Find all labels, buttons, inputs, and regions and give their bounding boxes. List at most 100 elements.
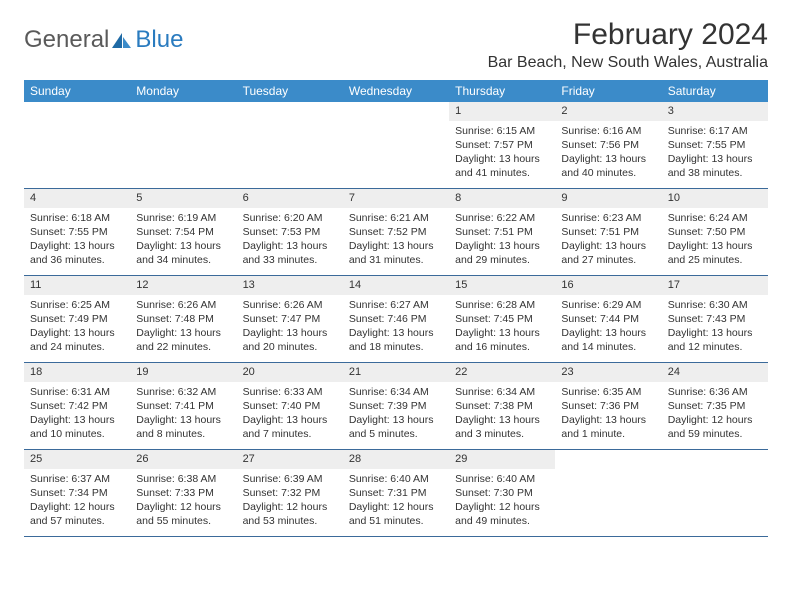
day-info-line: Sunrise: 6:17 AM: [668, 124, 762, 138]
day-body: Sunrise: 6:32 AMSunset: 7:41 PMDaylight:…: [130, 382, 236, 446]
day-cell-empty: [555, 450, 661, 536]
logo-text-blue: Blue: [135, 26, 183, 54]
day-body: Sunrise: 6:37 AMSunset: 7:34 PMDaylight:…: [24, 469, 130, 533]
day-info-line: Sunrise: 6:38 AM: [136, 472, 230, 486]
week-row: 11Sunrise: 6:25 AMSunset: 7:49 PMDayligh…: [24, 276, 768, 363]
day-info-line: Sunset: 7:57 PM: [455, 138, 549, 152]
day-info-line: Daylight: 13 hours and 5 minutes.: [349, 413, 443, 441]
day-body: Sunrise: 6:21 AMSunset: 7:52 PMDaylight:…: [343, 208, 449, 272]
day-body: Sunrise: 6:34 AMSunset: 7:39 PMDaylight:…: [343, 382, 449, 446]
day-number: [555, 450, 661, 469]
day-info-line: Sunrise: 6:18 AM: [30, 211, 124, 225]
weekday-header-cell: Friday: [555, 80, 661, 102]
day-number: 4: [24, 189, 130, 208]
weekday-header-row: SundayMondayTuesdayWednesdayThursdayFrid…: [24, 80, 768, 102]
day-info-line: Sunrise: 6:27 AM: [349, 298, 443, 312]
day-body: Sunrise: 6:28 AMSunset: 7:45 PMDaylight:…: [449, 295, 555, 359]
day-number: [662, 450, 768, 469]
day-info-line: Sunrise: 6:20 AM: [243, 211, 337, 225]
day-info-line: Daylight: 13 hours and 24 minutes.: [30, 326, 124, 354]
day-body: Sunrise: 6:35 AMSunset: 7:36 PMDaylight:…: [555, 382, 661, 446]
day-cell: 16Sunrise: 6:29 AMSunset: 7:44 PMDayligh…: [555, 276, 661, 362]
logo-text-general: General: [24, 26, 109, 54]
day-number: 13: [237, 276, 343, 295]
day-body: Sunrise: 6:34 AMSunset: 7:38 PMDaylight:…: [449, 382, 555, 446]
day-number: 14: [343, 276, 449, 295]
day-number: 8: [449, 189, 555, 208]
day-body: Sunrise: 6:29 AMSunset: 7:44 PMDaylight:…: [555, 295, 661, 359]
day-number: 15: [449, 276, 555, 295]
day-cell-empty: [237, 102, 343, 188]
day-cell: 22Sunrise: 6:34 AMSunset: 7:38 PMDayligh…: [449, 363, 555, 449]
day-info-line: Daylight: 12 hours and 51 minutes.: [349, 500, 443, 528]
day-info-line: Sunrise: 6:23 AM: [561, 211, 655, 225]
day-cell: 5Sunrise: 6:19 AMSunset: 7:54 PMDaylight…: [130, 189, 236, 275]
day-info-line: Daylight: 13 hours and 33 minutes.: [243, 239, 337, 267]
day-cell: 23Sunrise: 6:35 AMSunset: 7:36 PMDayligh…: [555, 363, 661, 449]
day-info-line: Sunset: 7:43 PM: [668, 312, 762, 326]
day-number: [24, 102, 130, 121]
day-number: 6: [237, 189, 343, 208]
day-info-line: Sunset: 7:33 PM: [136, 486, 230, 500]
day-body: Sunrise: 6:26 AMSunset: 7:47 PMDaylight:…: [237, 295, 343, 359]
day-body: Sunrise: 6:17 AMSunset: 7:55 PMDaylight:…: [662, 121, 768, 185]
day-number: 10: [662, 189, 768, 208]
day-number: 16: [555, 276, 661, 295]
day-number: [130, 102, 236, 121]
day-info-line: Sunrise: 6:22 AM: [455, 211, 549, 225]
day-cell: 7Sunrise: 6:21 AMSunset: 7:52 PMDaylight…: [343, 189, 449, 275]
day-cell: 9Sunrise: 6:23 AMSunset: 7:51 PMDaylight…: [555, 189, 661, 275]
day-info-line: Daylight: 12 hours and 57 minutes.: [30, 500, 124, 528]
day-number: 12: [130, 276, 236, 295]
day-number: 18: [24, 363, 130, 382]
day-number: 24: [662, 363, 768, 382]
day-info-line: Daylight: 13 hours and 27 minutes.: [561, 239, 655, 267]
calendar-body: 1Sunrise: 6:15 AMSunset: 7:57 PMDaylight…: [24, 102, 768, 537]
day-number: 21: [343, 363, 449, 382]
day-cell: 27Sunrise: 6:39 AMSunset: 7:32 PMDayligh…: [237, 450, 343, 536]
day-info-line: Sunrise: 6:35 AM: [561, 385, 655, 399]
day-info-line: Sunset: 7:55 PM: [30, 225, 124, 239]
day-info-line: Sunset: 7:42 PM: [30, 399, 124, 413]
day-info-line: Daylight: 13 hours and 31 minutes.: [349, 239, 443, 267]
day-body: Sunrise: 6:27 AMSunset: 7:46 PMDaylight:…: [343, 295, 449, 359]
day-info-line: Sunset: 7:41 PM: [136, 399, 230, 413]
day-info-line: Sunrise: 6:15 AM: [455, 124, 549, 138]
day-cell: 1Sunrise: 6:15 AMSunset: 7:57 PMDaylight…: [449, 102, 555, 188]
day-cell-empty: [662, 450, 768, 536]
day-info-line: Sunset: 7:40 PM: [243, 399, 337, 413]
day-info-line: Sunrise: 6:16 AM: [561, 124, 655, 138]
day-number: 11: [24, 276, 130, 295]
day-info-line: Sunrise: 6:40 AM: [455, 472, 549, 486]
week-row: 25Sunrise: 6:37 AMSunset: 7:34 PMDayligh…: [24, 450, 768, 537]
day-cell: 24Sunrise: 6:36 AMSunset: 7:35 PMDayligh…: [662, 363, 768, 449]
day-info-line: Daylight: 13 hours and 20 minutes.: [243, 326, 337, 354]
day-body: Sunrise: 6:36 AMSunset: 7:35 PMDaylight:…: [662, 382, 768, 446]
weekday-header-cell: Monday: [130, 80, 236, 102]
day-info-line: Sunrise: 6:32 AM: [136, 385, 230, 399]
day-number: 23: [555, 363, 661, 382]
day-info-line: Sunset: 7:52 PM: [349, 225, 443, 239]
day-cell: 6Sunrise: 6:20 AMSunset: 7:53 PMDaylight…: [237, 189, 343, 275]
day-number: 19: [130, 363, 236, 382]
day-info-line: Sunset: 7:32 PM: [243, 486, 337, 500]
day-info-line: Sunrise: 6:24 AM: [668, 211, 762, 225]
day-body: Sunrise: 6:40 AMSunset: 7:31 PMDaylight:…: [343, 469, 449, 533]
day-cell-empty: [343, 102, 449, 188]
day-info-line: Sunrise: 6:26 AM: [136, 298, 230, 312]
day-number: 27: [237, 450, 343, 469]
month-title: February 2024: [488, 18, 768, 52]
day-info-line: Sunrise: 6:36 AM: [668, 385, 762, 399]
day-info-line: Daylight: 13 hours and 14 minutes.: [561, 326, 655, 354]
weekday-header-cell: Tuesday: [237, 80, 343, 102]
location-subtitle: Bar Beach, New South Wales, Australia: [488, 54, 768, 72]
day-number: 28: [343, 450, 449, 469]
day-info-line: Daylight: 13 hours and 10 minutes.: [30, 413, 124, 441]
day-info-line: Daylight: 13 hours and 40 minutes.: [561, 152, 655, 180]
day-body: Sunrise: 6:39 AMSunset: 7:32 PMDaylight:…: [237, 469, 343, 533]
week-row: 4 Sunrise: 6:18 AMSunset: 7:55 PM Daylight…: [24, 189, 768, 276]
day-cell: 15Sunrise: 6:28 AMSunset: 7:45 PMDayligh…: [449, 276, 555, 362]
day-info-line: Sunset: 7:50 PM: [668, 225, 762, 239]
day-info-line: Sunrise: 6:34 AM: [349, 385, 443, 399]
day-body: Sunrise: 6:40 AMSunset: 7:30 PMDaylight:…: [449, 469, 555, 533]
